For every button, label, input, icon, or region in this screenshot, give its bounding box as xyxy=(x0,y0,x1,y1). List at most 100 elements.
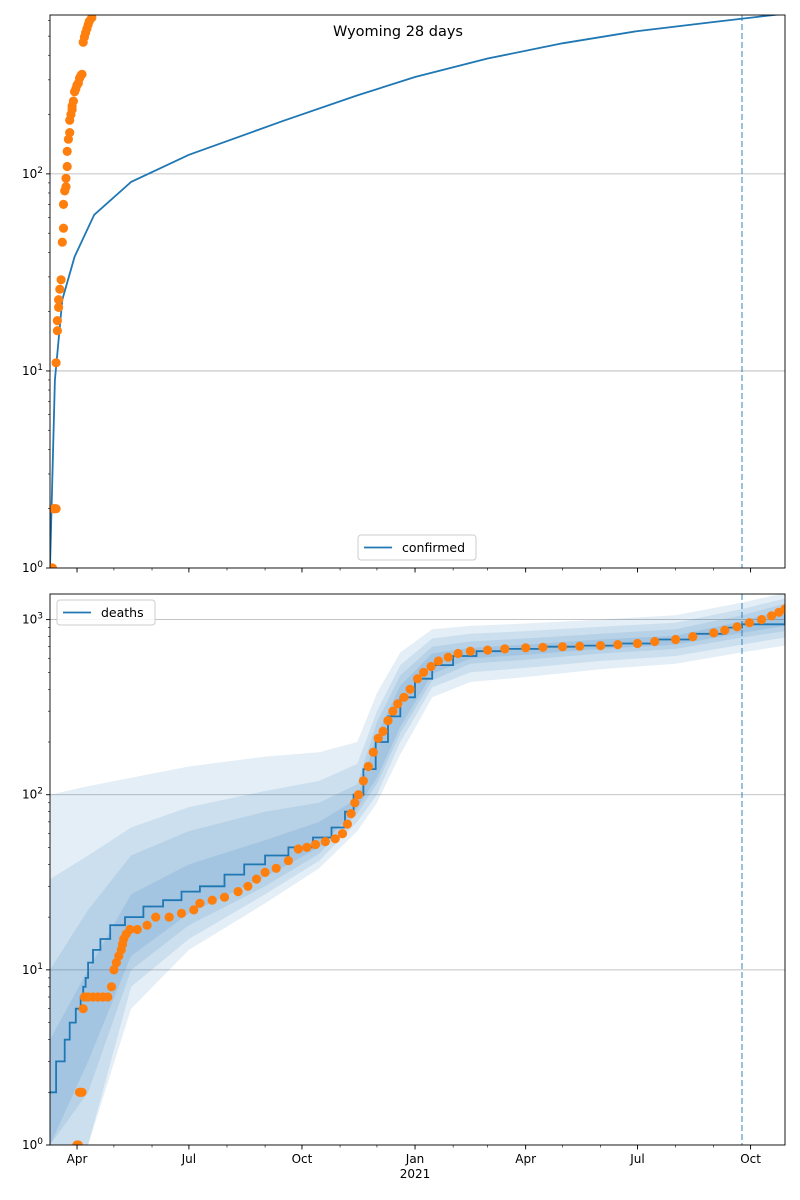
observed-point xyxy=(62,161,72,172)
y-tick-label: 102 xyxy=(22,787,43,802)
observed-point xyxy=(52,326,63,336)
observed-point xyxy=(302,842,312,853)
plot-area xyxy=(50,594,785,1145)
observed-point xyxy=(61,182,71,192)
observed-point xyxy=(73,1140,83,1145)
observed-point xyxy=(399,692,409,702)
x-tick-label: Jan xyxy=(405,1152,425,1166)
observed-point xyxy=(419,667,429,677)
observed-point xyxy=(521,643,531,653)
observed-point xyxy=(62,146,72,156)
observed-point xyxy=(709,628,719,638)
observed-point xyxy=(57,237,67,247)
legend-label: confirmed xyxy=(402,540,465,555)
y-tick-exponent: 2 xyxy=(37,166,43,176)
observed-point xyxy=(189,905,199,915)
observed-point xyxy=(54,302,64,312)
y-tick-exponent: 0 xyxy=(37,560,43,570)
y-tick-base: 10 xyxy=(22,561,37,575)
legend-box xyxy=(357,534,477,561)
observed-point xyxy=(780,604,785,614)
observed-point xyxy=(337,829,348,839)
observed-point xyxy=(330,834,340,844)
plot-area xyxy=(50,15,785,568)
observed-point xyxy=(251,874,262,884)
x-tick-label: Jul xyxy=(629,1152,644,1166)
observed-point xyxy=(433,656,443,666)
y-tick-label: 102 xyxy=(22,166,43,181)
observed-point xyxy=(68,96,78,106)
x-tick-label: Apr xyxy=(67,1152,88,1166)
y-tick-base: 10 xyxy=(22,613,37,627)
observed-point xyxy=(453,648,463,659)
observed-point xyxy=(87,15,97,23)
confidence-band xyxy=(50,594,785,1145)
observed-point xyxy=(538,642,548,652)
observed-point xyxy=(125,924,135,935)
observed-point xyxy=(426,661,436,672)
observed-point xyxy=(77,1087,87,1097)
observed-point xyxy=(650,636,660,647)
x-tick-label: Oct xyxy=(740,1152,761,1166)
observed-point xyxy=(207,895,217,905)
y-tick-exponent: 2 xyxy=(37,787,43,797)
observed-point xyxy=(353,790,364,800)
observed-point xyxy=(596,641,606,651)
observed-point xyxy=(405,684,415,694)
observed-point xyxy=(350,798,360,808)
plot-frame xyxy=(49,14,786,569)
chart-title: Wyoming 28 days xyxy=(333,24,463,40)
observed-point xyxy=(271,863,281,873)
observed-point xyxy=(732,622,742,632)
observed-point xyxy=(233,887,243,897)
y-tick-base: 10 xyxy=(22,788,37,802)
observed-point xyxy=(219,892,230,902)
observed-point xyxy=(310,839,321,850)
observed-point xyxy=(106,982,117,992)
x-tick-label: Apr xyxy=(515,1152,536,1166)
observed-point xyxy=(363,761,373,772)
legend-box xyxy=(56,599,156,626)
plot-frame xyxy=(49,593,786,1146)
legend: deaths xyxy=(56,599,156,626)
observed-point xyxy=(671,634,681,645)
y-tick-label: 100 xyxy=(22,1137,43,1152)
y-tick-label: 101 xyxy=(22,363,43,378)
observed-point xyxy=(78,1004,88,1014)
observed-point xyxy=(632,638,643,649)
y-tick-base: 10 xyxy=(22,963,37,977)
observed-point xyxy=(195,898,205,908)
observed-point xyxy=(557,642,568,652)
observed-point xyxy=(164,912,174,922)
observed-point xyxy=(103,992,113,1002)
y-tick-base: 10 xyxy=(22,364,37,378)
observed-point xyxy=(465,646,475,656)
y-tick-exponent: 3 xyxy=(37,612,43,622)
confirmed-line xyxy=(50,15,782,568)
observed-point xyxy=(613,640,623,650)
observed-point xyxy=(58,199,69,209)
x-tick-label: Jul xyxy=(181,1152,196,1166)
observed-point xyxy=(61,173,71,183)
observed-point xyxy=(65,128,75,138)
observed-point xyxy=(243,881,253,891)
observed-point xyxy=(358,776,368,786)
observed-point xyxy=(50,563,58,568)
observed-point xyxy=(443,652,453,662)
legend-label: deaths xyxy=(101,605,144,620)
y-tick-exponent: 1 xyxy=(37,962,43,972)
confidence-band xyxy=(50,609,785,1145)
confidence-band xyxy=(50,603,785,1145)
observed-point xyxy=(77,69,87,79)
y-tick-label: 103 xyxy=(22,612,43,627)
observed-point xyxy=(51,358,61,368)
observed-point xyxy=(283,856,293,866)
y-tick-base: 10 xyxy=(22,167,37,181)
observed-point xyxy=(500,644,510,654)
observed-point xyxy=(58,223,69,233)
y-tick-label: 100 xyxy=(22,560,43,575)
observed-point xyxy=(412,674,423,684)
legend: confirmed xyxy=(357,534,477,561)
